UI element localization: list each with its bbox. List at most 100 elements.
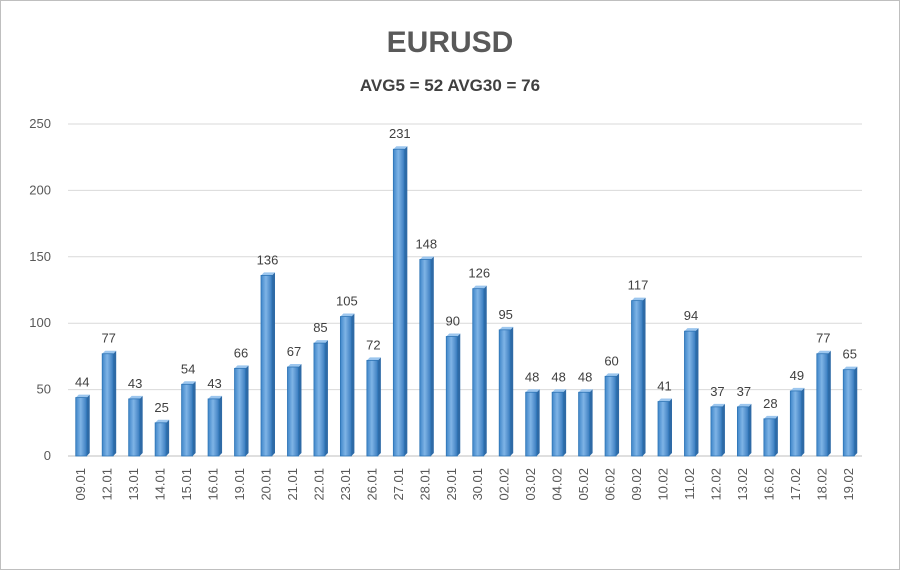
x-tick-label: 28.01 [417, 468, 432, 501]
bar-side [192, 381, 196, 456]
x-tick-label: 05.02 [576, 468, 591, 501]
bar-side [563, 389, 567, 456]
y-tick-label: 50 [37, 382, 51, 397]
bar-top [816, 350, 831, 354]
bar-top [763, 415, 778, 419]
x-tick-label: 02.02 [497, 468, 512, 501]
bar-top [208, 395, 223, 399]
x-tick-label: 13.01 [126, 468, 141, 501]
x-tick-label: 13.02 [735, 468, 750, 501]
data-label: 66 [234, 345, 248, 360]
bar [260, 274, 273, 457]
bar-top [684, 328, 699, 332]
bar [816, 353, 829, 457]
data-label: 95 [498, 307, 512, 322]
bar [551, 391, 564, 457]
bar [498, 329, 511, 457]
y-tick-label: 200 [29, 182, 51, 197]
bar-side [774, 415, 778, 456]
y-tick-label: 100 [29, 315, 51, 330]
bar-top [340, 313, 355, 317]
bar [710, 406, 723, 457]
bar [842, 369, 855, 457]
bar [128, 398, 141, 457]
data-label: 48 [578, 369, 592, 384]
x-tick-label: 04.02 [550, 468, 565, 501]
x-tick-label: 27.01 [391, 468, 406, 501]
x-tick-label: 26.01 [364, 468, 379, 501]
bar-side [298, 364, 302, 456]
bar-side [748, 403, 752, 456]
bar [339, 316, 352, 457]
bar-side [139, 395, 143, 456]
x-tick-label: 16.02 [761, 468, 776, 501]
bar-side [536, 389, 540, 456]
bar [789, 390, 802, 457]
bar-top [366, 357, 381, 361]
bar [207, 398, 220, 457]
bar-side [272, 272, 275, 456]
bar-top [393, 146, 408, 150]
x-tick-label: 19.01 [232, 468, 247, 501]
data-label: 90 [446, 313, 460, 328]
bar-side [642, 297, 646, 456]
bar-top [499, 326, 514, 330]
data-label: 49 [790, 368, 804, 383]
data-label: 37 [737, 384, 751, 399]
x-tick-label: 11.02 [682, 468, 697, 500]
x-tick-label: 09.02 [629, 468, 644, 501]
data-label: 43 [128, 376, 142, 391]
bar [445, 336, 458, 457]
bar-side [483, 285, 487, 456]
x-tick-label: 15.01 [179, 468, 194, 501]
data-label: 126 [468, 266, 490, 281]
bar [392, 148, 405, 457]
bar [234, 367, 246, 457]
chart-subtitle: AVG5 = 52 AVG30 = 76 [359, 76, 541, 95]
bar-top [446, 333, 461, 337]
data-label: 94 [684, 308, 698, 323]
chart-title: EURUSD [386, 26, 514, 59]
bar-top [419, 256, 434, 260]
bar-top [578, 389, 593, 393]
bar-side [589, 389, 593, 456]
x-tick-label: 12.01 [100, 468, 115, 501]
y-tick-label: 250 [29, 116, 51, 131]
bar-top [658, 398, 672, 402]
bar-side [695, 328, 699, 456]
data-label: 72 [366, 337, 380, 352]
data-label: 25 [154, 400, 168, 415]
bar [578, 391, 590, 457]
bar-top [710, 403, 725, 407]
x-tick-label: 20.01 [259, 468, 274, 501]
x-tick-label: 19.02 [841, 468, 856, 501]
bar [75, 397, 88, 457]
data-label: 117 [628, 278, 649, 293]
bar-side [721, 403, 725, 456]
bar-side [113, 350, 117, 456]
x-tick-label: 09.01 [73, 468, 88, 501]
data-label: 48 [525, 369, 539, 384]
bar-top [605, 373, 620, 377]
x-tick-label: 30.01 [470, 468, 485, 501]
bar-top [234, 365, 249, 369]
bar-top [155, 419, 170, 423]
data-label: 67 [287, 344, 301, 359]
bar [657, 401, 670, 457]
data-label: 148 [415, 236, 437, 251]
bar-side [245, 365, 249, 456]
bar [181, 383, 194, 457]
data-label: 41 [657, 379, 671, 394]
y-tick-label: 0 [44, 448, 51, 463]
bar-top [128, 395, 143, 399]
data-label: 54 [181, 361, 195, 376]
x-tick-label: 12.02 [708, 468, 723, 501]
bar-side [324, 340, 328, 456]
bar-side [86, 394, 90, 456]
data-label: 37 [710, 384, 724, 399]
x-tick-label: 23.01 [338, 468, 353, 501]
bar [763, 418, 776, 457]
data-label: 43 [207, 376, 221, 391]
bar-side [457, 333, 461, 456]
